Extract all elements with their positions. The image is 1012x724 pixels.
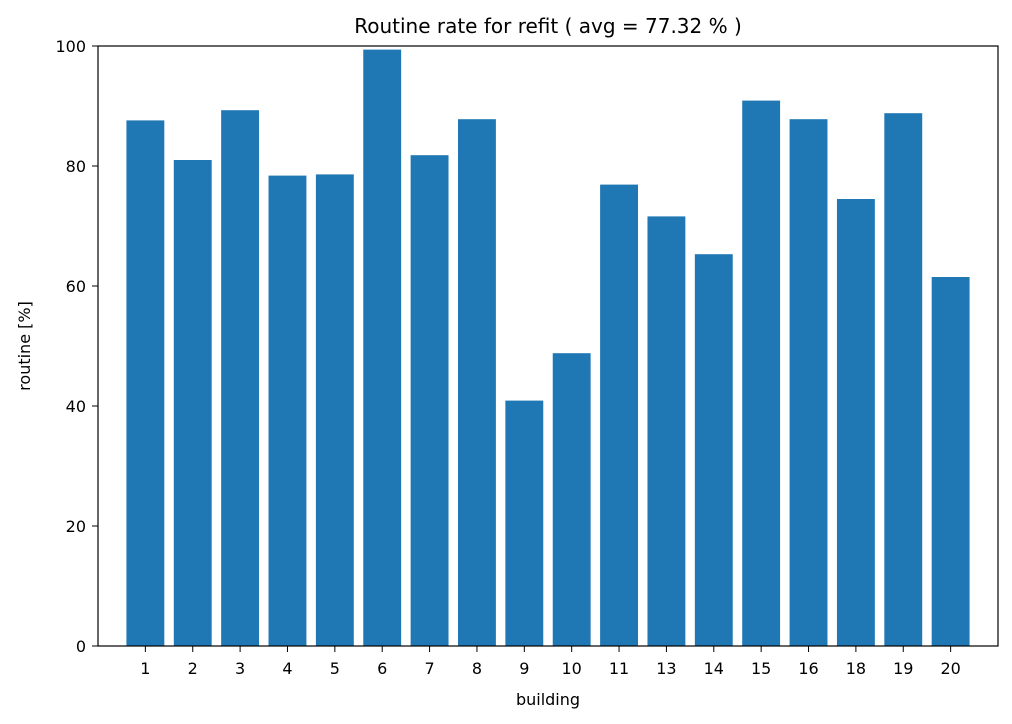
x-tick-label: 3	[235, 659, 245, 678]
x-tick-label: 15	[751, 659, 771, 678]
x-tick-label: 14	[704, 659, 724, 678]
bar-building-4	[268, 175, 307, 646]
bar-building-20	[931, 277, 970, 646]
y-tick-label: 100	[55, 37, 86, 56]
bar-building-3	[221, 110, 260, 646]
bar-building-15	[742, 100, 781, 647]
bar-building-10	[552, 353, 591, 646]
bar-building-7	[410, 155, 449, 646]
y-tick-label: 40	[66, 397, 86, 416]
x-tick-label: 11	[609, 659, 629, 678]
bar-building-8	[458, 119, 496, 646]
x-tick-label: 7	[424, 659, 434, 678]
y-tick-label: 80	[66, 157, 86, 176]
bar-building-1	[126, 120, 165, 646]
bar-building-16	[789, 119, 828, 646]
bar-building-11	[600, 184, 638, 646]
bar-building-13	[647, 216, 686, 646]
x-tick-label: 18	[846, 659, 866, 678]
x-axis: 1 2 3 4 5 6 7 8 9 10 11 13 14 15 16 18 19 20	[140, 646, 961, 678]
x-tick-label: 16	[798, 659, 818, 678]
plot-frame	[97, 45, 999, 647]
bar-building-18	[836, 199, 875, 646]
x-tick-label: 9	[519, 659, 529, 678]
bars-group	[126, 49, 970, 647]
y-axis-title: routine [%]	[15, 301, 34, 391]
bar-building-14	[694, 254, 733, 646]
x-axis-title: building	[516, 690, 580, 709]
x-tick-label: 2	[188, 659, 198, 678]
x-tick-label: 4	[282, 659, 292, 678]
chart-title: Routine rate for refit ( avg = 77.32 % )	[354, 14, 742, 38]
bar-building-2	[173, 160, 212, 646]
x-tick-label: 10	[562, 659, 582, 678]
y-axis: 0 20 40 60 80 100	[55, 37, 98, 656]
y-tick-label: 20	[66, 517, 86, 536]
x-tick-label: 19	[893, 659, 913, 678]
bar-building-19	[884, 113, 923, 646]
x-tick-label: 8	[472, 659, 482, 678]
y-tick-label: 0	[76, 637, 86, 656]
bar-building-6	[363, 49, 402, 647]
bar-building-5	[315, 174, 354, 646]
x-tick-label: 13	[656, 659, 676, 678]
bar-building-9	[505, 400, 544, 646]
x-tick-label: 1	[140, 659, 150, 678]
x-tick-label: 20	[940, 659, 960, 678]
x-tick-label: 5	[330, 659, 340, 678]
x-tick-label: 6	[377, 659, 387, 678]
y-tick-label: 60	[66, 277, 86, 296]
